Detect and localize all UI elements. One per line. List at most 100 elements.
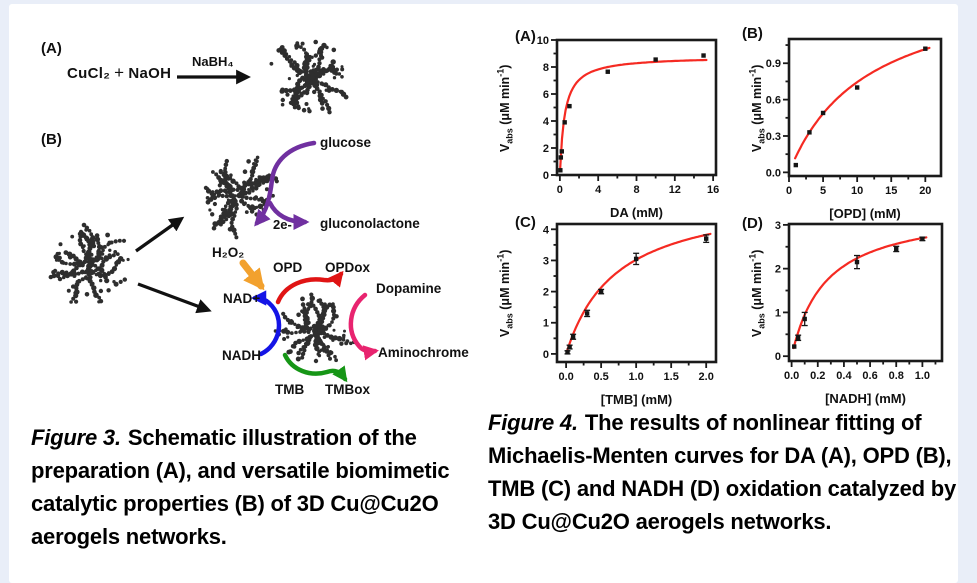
data-point — [820, 110, 826, 116]
label-opdox: OPDox — [325, 260, 371, 275]
x-tick-label: 4 — [595, 184, 602, 196]
x-tick-label: 1.0 — [915, 370, 930, 382]
axis-frame — [787, 222, 944, 363]
chart-a-panel-label: (A) — [515, 28, 536, 45]
data-point — [793, 162, 799, 168]
data-point — [562, 120, 567, 125]
data-point — [894, 246, 899, 252]
figure4-caption-label: Figure 4. — [488, 410, 578, 435]
reaction-arrow-label: NaBH₄ — [192, 54, 234, 69]
x-tick-label: 0.6 — [862, 370, 877, 382]
x-tick-label: 20 — [919, 185, 931, 197]
label-nad-plus: NAD+ — [223, 291, 261, 306]
y-tick-label: 3 — [543, 255, 549, 267]
chart-c-panel-label: (C) — [515, 214, 536, 231]
figure3-caption-text: Schematic illustration of the preparatio… — [31, 425, 450, 549]
chart-panel-d: (D) Vabs (μM min-1) 0.0 0.2 0.4 0.6 0.8 1.0 0 1… — [737, 206, 977, 406]
chart-b-plot: 0 5 10 15 20 0.0 0.3 0.6 0.9 — [766, 37, 943, 197]
chart-panel-c: (C) Vabs (μM min-1) 0.0 0.5 1.0 1.5 2.0 0 1 2 3 4… — [487, 206, 739, 407]
fit-curve — [792, 236, 928, 350]
y-tick-label: 0.3 — [766, 131, 781, 143]
y-tick-label: 3 — [775, 220, 781, 232]
data-point — [795, 335, 801, 341]
y-tick-label: 4 — [543, 116, 550, 128]
y-tick-label: 0.0 — [766, 167, 781, 179]
chart-b-x-axis-label: [OPD] (mM) — [829, 206, 901, 221]
y-tick-label: 0.6 — [766, 95, 781, 107]
chart-d-panel-label: (D) — [742, 215, 763, 232]
figure3-caption-label: Figure 3. — [31, 425, 121, 450]
y-tick-label: 0 — [543, 349, 549, 361]
chart-b-panel-label: (B) — [742, 25, 763, 42]
x-tick-label: 0 — [557, 184, 563, 196]
tmb-oxidation-arrow — [282, 352, 348, 383]
label-h2o2: H₂O₂ — [212, 245, 245, 260]
label-tmbox: TMBox — [325, 382, 370, 397]
aerogel-cluster-a — [269, 39, 349, 115]
aerogel-cluster-b-bottom — [273, 292, 356, 364]
x-tick-label: 15 — [885, 185, 897, 197]
data-point — [570, 334, 576, 339]
y-tick-label: 2 — [775, 264, 781, 276]
data-point — [598, 289, 604, 294]
x-tick-label: 8 — [633, 184, 639, 196]
page-card: (A) CuCl₂ + NaOH NaBH₄ (B) — [9, 4, 958, 583]
chart-a-x-axis-label: DA (mM) — [610, 205, 663, 220]
fit-curve — [559, 58, 708, 170]
axis-frame — [787, 37, 943, 178]
figure4-caption: Figure 4. The results of nonlinear fittin… — [488, 406, 968, 538]
x-tick-label: 0 — [786, 185, 792, 197]
data-point — [807, 130, 812, 135]
x-tick-label: 10 — [851, 185, 863, 197]
data-point — [567, 103, 572, 109]
x-tick-label: 1.0 — [629, 371, 644, 383]
x-tick-label: 0.0 — [784, 370, 799, 382]
data-point — [923, 46, 928, 51]
branch-arrow-top — [135, 216, 185, 253]
branch-arrow-bottom — [137, 282, 212, 314]
data-point — [559, 149, 564, 154]
data-point — [854, 85, 860, 90]
data-point — [558, 155, 564, 160]
aerogel-cluster-b-left — [48, 222, 130, 304]
y-tick-label: 0 — [543, 170, 549, 182]
label-tmb: TMB — [275, 382, 305, 397]
label-glucose: glucose — [320, 135, 372, 150]
label-nadh: NADH — [222, 348, 261, 363]
aerogel-cluster-b-top — [203, 155, 279, 240]
x-tick-label: 12 — [669, 184, 681, 196]
x-tick-label: 1.5 — [664, 371, 679, 383]
y-tick-label: 2 — [543, 143, 549, 155]
nadh-oxidation-arrow — [250, 290, 282, 357]
y-tick-label: 0.9 — [766, 58, 781, 70]
x-tick-label: 0.8 — [889, 370, 904, 382]
data-point — [653, 57, 658, 62]
chart-d-plot: 0.0 0.2 0.4 0.6 0.8 1.0 0 1 2 3 — [775, 220, 944, 382]
chart-panel-a: (A) Vabs (μM min-1) 0 4 8 12 16 0 2 4 6 8 10 DA (m… — [487, 22, 739, 222]
y-tick-label: 6 — [543, 89, 549, 101]
chart-c-x-axis-label: [TMB] (mM) — [600, 392, 673, 407]
chart-d-x-axis-label: [NADH] (mM) — [825, 391, 906, 406]
data-point — [792, 344, 797, 349]
axis-frame — [555, 222, 718, 364]
data-point — [633, 256, 639, 262]
schematic-diagram — [48, 39, 379, 383]
x-tick-label: 0.0 — [558, 371, 573, 383]
data-point — [565, 350, 570, 355]
h2o2-arrow — [239, 259, 265, 291]
label-electrons: 2e- — [273, 217, 292, 232]
glucose-arrow — [254, 140, 317, 227]
data-point — [605, 69, 610, 74]
data-point — [854, 259, 860, 265]
data-point — [558, 168, 563, 173]
dopamine-oxidation-arrow — [348, 292, 379, 361]
figure3-caption: Figure 3. Schematic illustration of the p… — [31, 421, 483, 553]
chart-c-plot: 0.0 0.5 1.0 1.5 2.0 0 1 2 3 4 — [543, 222, 718, 383]
data-point — [920, 236, 925, 242]
fit-curve — [794, 46, 931, 160]
y-tick-label: 8 — [543, 62, 549, 74]
label-aminochrome: Aminochrome — [378, 345, 469, 360]
x-tick-label: 2.0 — [699, 371, 714, 383]
x-tick-label: 0.2 — [810, 370, 825, 382]
